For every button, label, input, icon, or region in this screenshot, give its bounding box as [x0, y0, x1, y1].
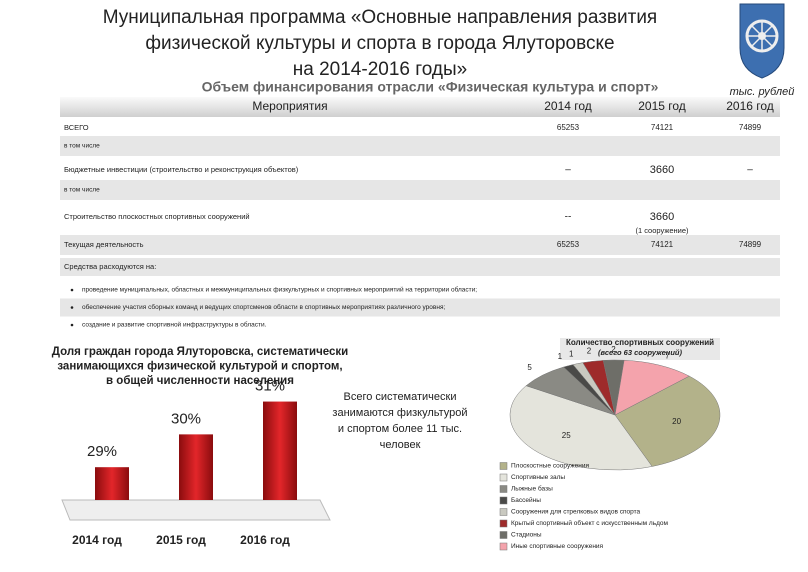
- legend-swatch: [499, 531, 508, 539]
- bar-value-label: 29%: [87, 443, 117, 460]
- cell-note: (1 сооружение): [635, 226, 689, 235]
- legend-swatch: [499, 485, 508, 493]
- legend-swatch: [499, 473, 508, 482]
- bullet: [70, 288, 74, 292]
- cell: 3660: [650, 211, 674, 223]
- title-line: физической культуры и спорта в города Ял…: [145, 33, 614, 54]
- row-label: Текущая деятельность: [64, 240, 144, 249]
- pie-title-bg: [560, 338, 720, 360]
- table-header-bg: [60, 97, 780, 117]
- x-tick-label: 2016 год: [240, 533, 290, 547]
- note-line: занимаются физкультурой: [332, 407, 467, 419]
- legend-swatch: [499, 542, 508, 551]
- chart-subtitle: (всего 63 сооружений): [598, 348, 682, 357]
- spending-item: обеспечение участия сборных команд и вед…: [82, 303, 445, 311]
- legend-label: Плоскостные сооружения: [511, 463, 589, 470]
- row-label: ВСЕГО: [64, 123, 89, 132]
- slice-label: 5: [527, 363, 532, 372]
- bar: [263, 401, 297, 500]
- title-line: на 2014-2016 годы»: [293, 59, 467, 80]
- column-header: 2014 год: [544, 99, 592, 113]
- title-line: Муниципальная программа «Основные направ…: [103, 7, 657, 28]
- pie-slice: [614, 359, 690, 416]
- bullet: [70, 323, 74, 327]
- cell: 74899: [739, 123, 762, 132]
- cell: 65253: [557, 240, 580, 249]
- chart-title: Количество спортивных сооружений: [566, 338, 714, 347]
- pie-slice: [509, 385, 653, 471]
- row-label: Строительство плоскостных спортивных соо…: [64, 212, 250, 221]
- column-header: 2016 год: [726, 99, 774, 113]
- spending-label: Средства расходуются на:: [64, 262, 156, 271]
- cell: 74899: [739, 240, 762, 249]
- column-header: Мероприятия: [252, 99, 327, 113]
- x-tick-label: 2015 год: [156, 533, 206, 547]
- column-header: 2015 год: [638, 99, 686, 113]
- bar-value-label: 31%: [255, 378, 285, 395]
- chart-title: Доля граждан города Ялуторовска, система…: [52, 346, 349, 358]
- row-label: в том числе: [64, 187, 100, 194]
- legend-swatch: [499, 508, 508, 516]
- x-tick-label: 2014 год: [72, 533, 122, 547]
- logo: [739, 3, 785, 79]
- cell: 74121: [651, 123, 674, 132]
- slice-label: 2: [587, 347, 592, 356]
- note-line: и спортом более 11 тыс.: [338, 423, 462, 435]
- slice-label: 1: [569, 349, 574, 358]
- slice-label: 2: [611, 345, 616, 354]
- legend-swatch: [499, 519, 508, 528]
- chart-title: занимающихся физической культурой и спор…: [57, 361, 342, 373]
- row-band: [60, 136, 780, 156]
- legend-swatch: [499, 462, 508, 470]
- legend-label: Бассейны: [511, 496, 541, 504]
- legend-label: Иные спортивные сооружения: [511, 543, 604, 550]
- cell: –: [747, 165, 753, 176]
- row-label: в том числе: [64, 143, 100, 150]
- note-line: человек: [380, 439, 421, 451]
- spending-item: создание и развитие спортивной инфрастру…: [82, 321, 267, 329]
- note-line: Всего систематически: [343, 391, 456, 403]
- legend-swatch: [499, 496, 508, 505]
- cell: --: [565, 212, 572, 223]
- slice-label: 20: [672, 417, 681, 426]
- bar: [95, 467, 129, 500]
- row-band: [60, 235, 780, 255]
- row-band: [60, 298, 780, 317]
- cell: 3660: [650, 164, 674, 176]
- slice-label: 7: [665, 351, 670, 360]
- cell: –: [565, 165, 571, 176]
- slice-label: 25: [562, 431, 571, 440]
- unit: тыс. рублей: [730, 86, 795, 98]
- slice-label: 1: [558, 352, 563, 361]
- legend-label: Стадионы: [511, 532, 542, 539]
- bar: [179, 434, 213, 500]
- bullet: [70, 306, 74, 309]
- spending-item: проведение муниципальных, областных и ме…: [82, 286, 477, 294]
- legend-label: Крытый спортивный объект с искусственным…: [511, 519, 668, 527]
- legend-label: Сооружения для стрелковых видов спорта: [511, 509, 640, 516]
- cell: 74121: [651, 240, 674, 249]
- row-label: Бюджетные инвестиции (строительство и ре…: [64, 165, 299, 174]
- cell: 65253: [557, 123, 580, 132]
- row-band: [60, 180, 780, 200]
- legend-label: Спортивные залы: [511, 474, 565, 481]
- subtitle: Объем финансирования отрасли «Физическая…: [202, 79, 659, 95]
- chart-title: в общей численности населения: [106, 375, 294, 387]
- bar-value-label: 30%: [171, 410, 201, 427]
- pie-slice: [614, 375, 721, 467]
- row-band: [60, 258, 780, 276]
- legend-label: Лыжные базы: [511, 485, 553, 493]
- floor: [61, 499, 331, 521]
